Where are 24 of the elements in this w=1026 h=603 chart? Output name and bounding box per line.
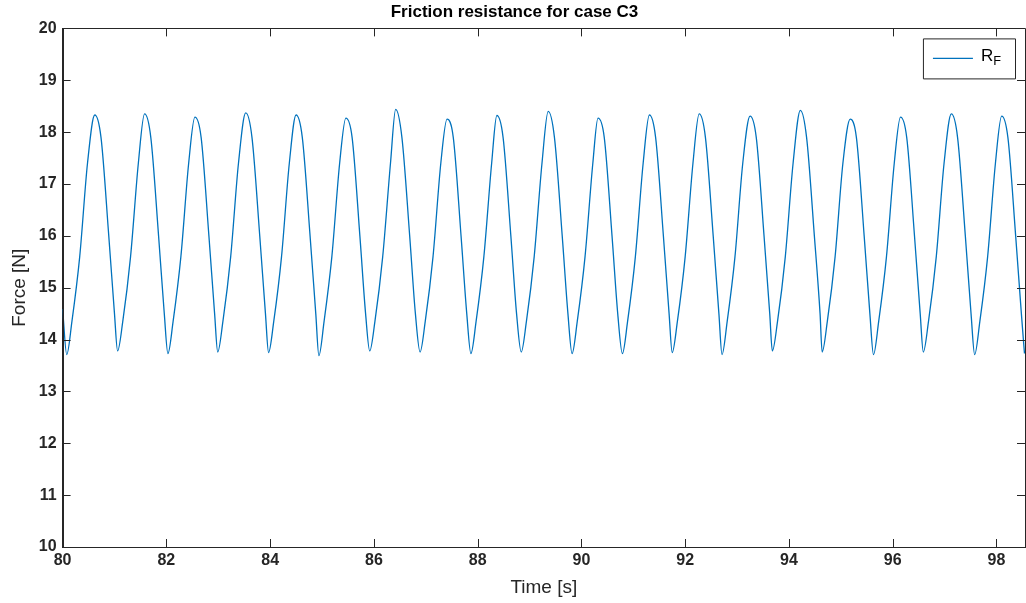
y-tick-label: 19 [38,70,57,88]
x-axis-title: Time [s] [510,575,578,597]
y-tick-label: 16 [38,226,57,244]
y-tick-label: 14 [38,329,57,347]
x-tick-label: 94 [780,551,798,569]
x-tick-label: 86 [364,551,383,569]
x-tick-label: 80 [53,551,72,569]
x-tick-label: 98 [987,551,1006,569]
y-tick-label: 13 [38,381,57,399]
y-tick-label: 20 [38,18,57,36]
chart-title: Friction resistance for case C3 [390,1,639,21]
x-tick-label: 90 [572,551,591,569]
y-tick-label: 18 [38,122,57,140]
x-tick-label: 82 [157,551,176,569]
x-tick-label: 92 [676,551,695,569]
x-tick-label: 88 [468,551,487,569]
line-series [62,108,1025,357]
y-tick-label: 12 [38,433,57,451]
y-tick-label: 15 [38,278,57,296]
x-tick-label: 96 [883,551,902,569]
x-tick-label: 84 [261,551,280,569]
y-axis-title: Force [N] [7,248,29,327]
y-tick-label: 11 [39,485,57,503]
y-tick-label: 17 [38,174,57,192]
